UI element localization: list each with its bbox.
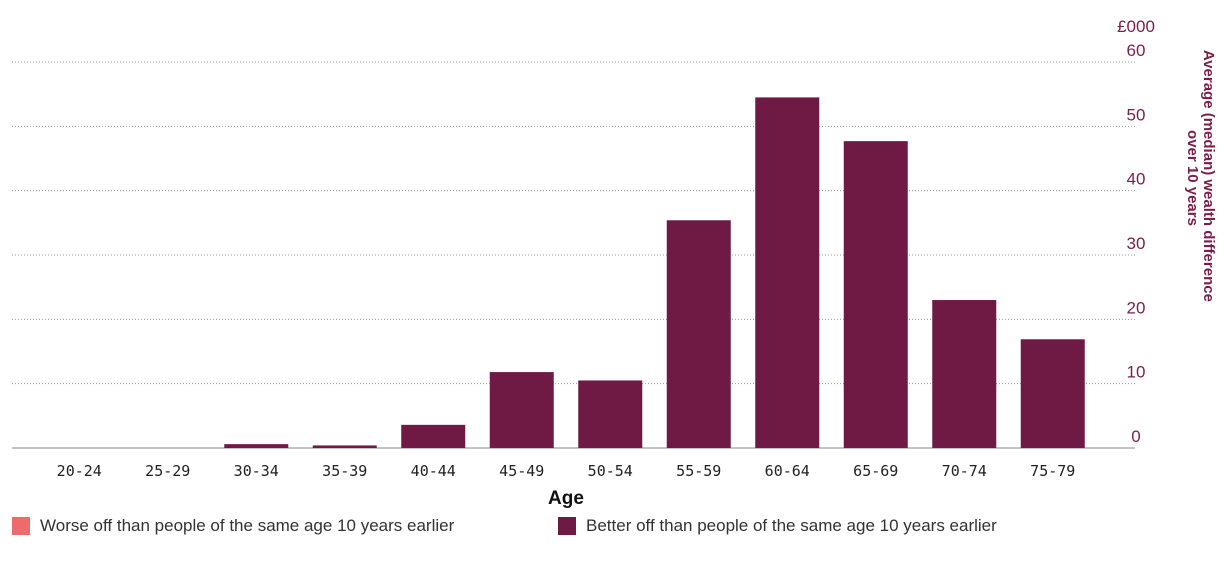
bar-45-49 xyxy=(489,372,554,448)
x-tick-label: 75-79 xyxy=(1030,462,1075,480)
x-tick-labels: 20-24 25-29 30-34 35-39 40-44 45-49 50-54 55-59… xyxy=(57,462,1076,480)
x-tick-label: 70-74 xyxy=(942,462,987,480)
x-tick-label: 45-49 xyxy=(499,462,544,480)
x-tick-label: 40-44 xyxy=(411,462,456,480)
bar-60-64 xyxy=(755,97,820,448)
y-axis-unit: £000 xyxy=(1117,17,1155,36)
bar-50-54 xyxy=(578,380,643,448)
bar-30-34 xyxy=(224,444,289,448)
x-tick-label: 65-69 xyxy=(853,462,898,480)
x-tick-label: 35-39 xyxy=(322,462,367,480)
x-tick-label: 50-54 xyxy=(588,462,633,480)
x-tick-label: 30-34 xyxy=(234,462,279,480)
bar-35-39 xyxy=(312,445,377,448)
y-tick-labels: 0 10 20 30 40 50 60 xyxy=(1127,41,1146,446)
x-tick-label: 25-29 xyxy=(145,462,190,480)
bar-75-79 xyxy=(1020,339,1085,448)
bar-55-59 xyxy=(666,220,731,448)
y-tick-label: 10 xyxy=(1127,363,1146,382)
x-tick-label: 60-64 xyxy=(765,462,810,480)
legend-item-worse: Worse off than people of the same age 10… xyxy=(12,516,454,536)
x-axis-title: Age xyxy=(548,488,584,509)
y-tick-label: 20 xyxy=(1127,298,1146,317)
x-tick-label: 20-24 xyxy=(57,462,102,480)
legend-item-better: Better off than people of the same age 1… xyxy=(558,516,997,536)
legend-swatch-better xyxy=(558,517,576,535)
legend: Worse off than people of the same age 10… xyxy=(12,516,1212,542)
x-tick-label: 55-59 xyxy=(676,462,721,480)
legend-swatch-worse xyxy=(12,517,30,535)
y-tick-label: 50 xyxy=(1127,105,1146,124)
chart: 0 10 20 30 40 50 60 £000 20-24 25-29 30-34 35-39 4… xyxy=(12,17,1217,509)
y-tick-label: 0 xyxy=(1131,427,1140,446)
y-axis-title: Average (median) wealth difference over … xyxy=(1184,50,1217,306)
legend-label-better: Better off than people of the same age 1… xyxy=(586,516,997,535)
y-axis-title-line-1: Average (median) wealth difference xyxy=(1200,50,1217,302)
y-tick-label: 40 xyxy=(1127,170,1146,189)
legend-label-worse: Worse off than people of the same age 10… xyxy=(40,516,455,535)
bar-70-74 xyxy=(932,300,997,448)
y-tick-label: 30 xyxy=(1127,234,1146,253)
bar-65-69 xyxy=(843,141,908,448)
y-tick-label: 60 xyxy=(1127,41,1146,60)
y-axis-title-line-2: over 10 years xyxy=(1184,130,1201,226)
gridlines xyxy=(12,61,1135,385)
bars xyxy=(224,97,1085,448)
bar-40-44 xyxy=(401,424,466,448)
